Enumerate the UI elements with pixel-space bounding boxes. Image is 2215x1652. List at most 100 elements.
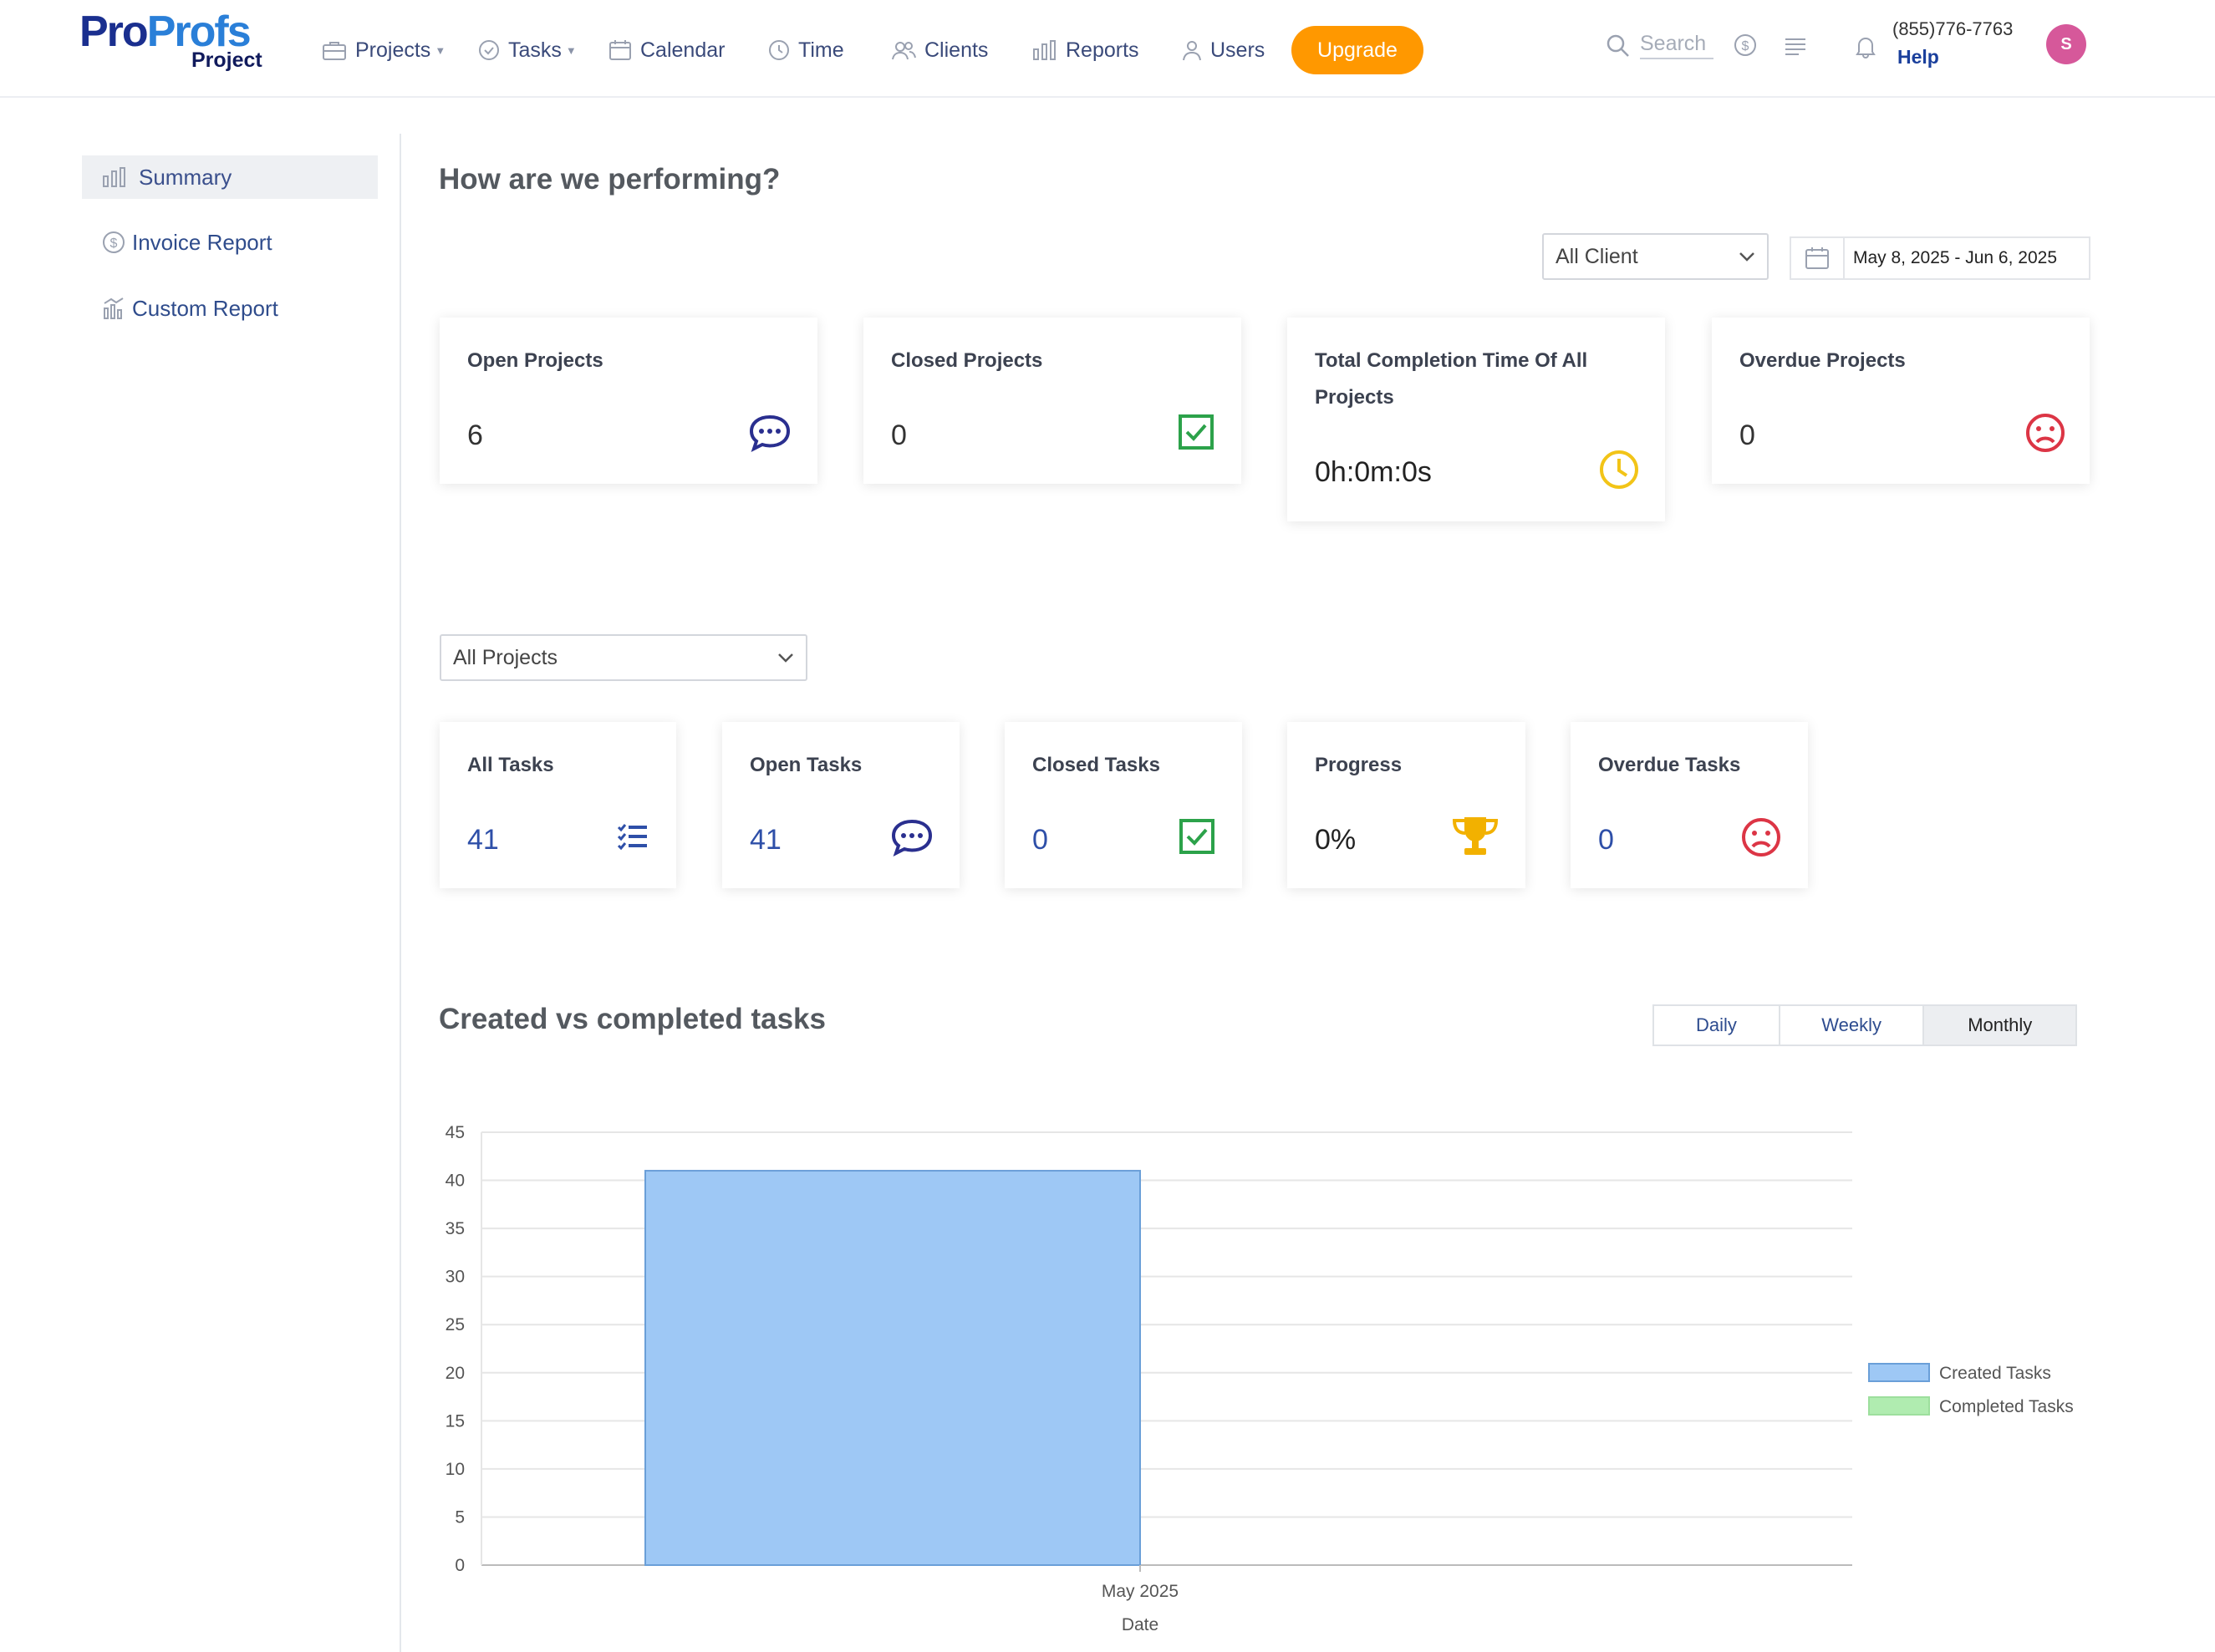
logo-pro: Pro: [79, 8, 149, 56]
svg-text:$: $: [110, 236, 118, 251]
card-progress[interactable]: Progress 0%: [1287, 722, 1525, 888]
chart-y-axis: 0 5 10 15 20 25 30 35 40 45: [446, 1123, 465, 1575]
nav-tasks-label: Tasks: [508, 38, 562, 62]
custom-report-icon: [104, 297, 124, 319]
y-tick-label: 30: [446, 1268, 465, 1287]
nav-projects-label: Projects: [355, 38, 431, 62]
list-check-icon: [617, 824, 647, 851]
client-filter-select[interactable]: All Client: [1542, 233, 1769, 280]
card-value: 0h:0m:0s: [1315, 456, 1432, 488]
card-title: Progress: [1315, 754, 1403, 776]
menu-lines-icon[interactable]: [1785, 37, 1806, 55]
chevron-down-icon: ▼: [565, 43, 577, 57]
nav-projects[interactable]: Projects ▼: [322, 32, 446, 69]
bar-chart-icon: [103, 167, 125, 187]
chevron-down-icon: ▼: [435, 43, 446, 57]
y-tick-label: 40: [446, 1172, 465, 1191]
trophy-icon: [1452, 817, 1499, 855]
card-title: All Tasks: [467, 754, 554, 776]
legend-swatch: [1868, 1363, 1930, 1382]
card-overdue-projects[interactable]: Overdue Projects 0: [1712, 318, 2090, 484]
chart-legend: Created Tasks Completed Tasks: [1868, 1363, 2074, 1416]
calendar-icon: [609, 40, 631, 60]
sidebar-item-summary[interactable]: Summary: [82, 155, 378, 199]
bell-icon[interactable]: [1855, 35, 1876, 58]
card-value: 0: [891, 419, 907, 451]
sidebar-item-label: Summary: [139, 164, 232, 190]
search-input[interactable]: Search: [1640, 32, 1713, 59]
avatar[interactable]: S: [2046, 24, 2086, 64]
nav-tasks[interactable]: Tasks ▼: [478, 32, 577, 69]
chart-title: Created vs completed tasks: [439, 1003, 826, 1035]
y-tick-label: 10: [446, 1460, 465, 1479]
help-link[interactable]: Help: [1897, 46, 1939, 68]
client-filter-value: All Client: [1556, 244, 1638, 268]
bar-created-tasks[interactable]: [644, 1170, 1141, 1567]
nav-calendar-label: Calendar: [640, 38, 726, 62]
y-tick-label: 25: [446, 1315, 465, 1334]
card-title: Total Completion Time Of All Projects: [1315, 349, 1588, 409]
y-tick-label: 15: [446, 1411, 465, 1431]
nav-calendar[interactable]: Calendar: [608, 32, 725, 69]
chat-bubble-icon: [749, 414, 791, 452]
nav-clients-label: Clients: [924, 38, 989, 62]
svg-text:$: $: [1742, 39, 1749, 53]
date-range-picker[interactable]: May 8, 2025 - Jun 6, 2025: [1790, 236, 2090, 280]
nav-users[interactable]: Users: [1182, 32, 1265, 69]
card-closed-tasks[interactable]: Closed Tasks 0: [1005, 722, 1242, 888]
card-value: 0: [1598, 824, 1614, 856]
page-title: How are we performing?: [439, 163, 781, 196]
dollar-icon[interactable]: $: [1734, 33, 1757, 57]
chevron-down-icon: [1739, 252, 1754, 262]
nav-time-label: Time: [798, 38, 844, 62]
sidebar-divider: [400, 134, 401, 1652]
calendar-icon: [1805, 247, 1829, 269]
check-circle-icon: [479, 40, 499, 60]
project-filter-select[interactable]: All Projects: [440, 634, 807, 681]
nav-reports-label: Reports: [1066, 38, 1139, 62]
nav-reports[interactable]: Reports: [1032, 32, 1139, 69]
x-tick-label: May 2025: [1102, 1582, 1179, 1601]
phone-number: (855)776-7763: [1892, 18, 2014, 39]
card-value: 0%: [1315, 824, 1357, 856]
project-filter-value: All Projects: [453, 645, 558, 669]
bar-chart-icon: [1033, 40, 1056, 60]
legend-swatch: [1868, 1396, 1930, 1416]
toggle-daily[interactable]: Daily: [1654, 1006, 1780, 1045]
legend-label: Completed Tasks: [1939, 1397, 2074, 1416]
y-tick-label: 35: [446, 1219, 465, 1238]
y-tick-label: 45: [446, 1123, 465, 1142]
created-vs-completed-chart: 0 5 10 15 20 25 30 35 40 45 May 2025 Date Created…: [446, 1123, 2074, 1634]
user-icon: [1183, 41, 1201, 61]
briefcase-icon: [323, 42, 346, 60]
nav-clients[interactable]: Clients: [891, 32, 988, 69]
toggle-monthly[interactable]: Monthly: [1924, 1006, 2076, 1045]
period-toggle: Daily Weekly Monthly: [1652, 1004, 2077, 1046]
card-all-tasks[interactable]: All Tasks 41: [440, 722, 676, 888]
chevron-down-icon: [778, 653, 793, 663]
logo[interactable]: ProProfs: [79, 7, 252, 57]
card-value: 0: [1739, 419, 1755, 451]
card-value: 41: [750, 824, 782, 856]
chart-x-axis-label: Date: [1122, 1615, 1158, 1634]
card-title: Overdue Tasks: [1598, 754, 1741, 776]
toggle-weekly[interactable]: Weekly: [1780, 1006, 1925, 1045]
card-overdue-tasks[interactable]: Overdue Tasks 0: [1571, 722, 1808, 888]
sidebar-item-custom-report[interactable]: Custom Report: [82, 287, 278, 330]
y-tick-label: 20: [446, 1364, 465, 1383]
card-value: 6: [467, 419, 483, 451]
card-closed-projects[interactable]: Closed Projects 0: [863, 318, 1241, 484]
search-icon[interactable]: [1606, 33, 1631, 58]
upgrade-button[interactable]: Upgrade: [1291, 26, 1423, 74]
sad-face-icon: [2026, 414, 2065, 452]
card-total-completion-time[interactable]: Total Completion Time Of All Projects 0h…: [1287, 318, 1665, 521]
card-open-tasks[interactable]: Open Tasks 41: [722, 722, 960, 888]
nav-time[interactable]: Time: [768, 32, 844, 69]
card-open-projects[interactable]: Open Projects 6: [440, 318, 817, 484]
sidebar-item-invoice-report[interactable]: $ Invoice Report: [82, 221, 272, 264]
top-header: ProProfs Project Projects ▼ Tasks ▼ Calend…: [0, 0, 2215, 98]
sad-face-icon: [1742, 818, 1780, 856]
y-tick-label: 0: [455, 1556, 465, 1575]
checkbox-icon: [1179, 819, 1214, 854]
card-title: Overdue Projects: [1739, 349, 1906, 372]
